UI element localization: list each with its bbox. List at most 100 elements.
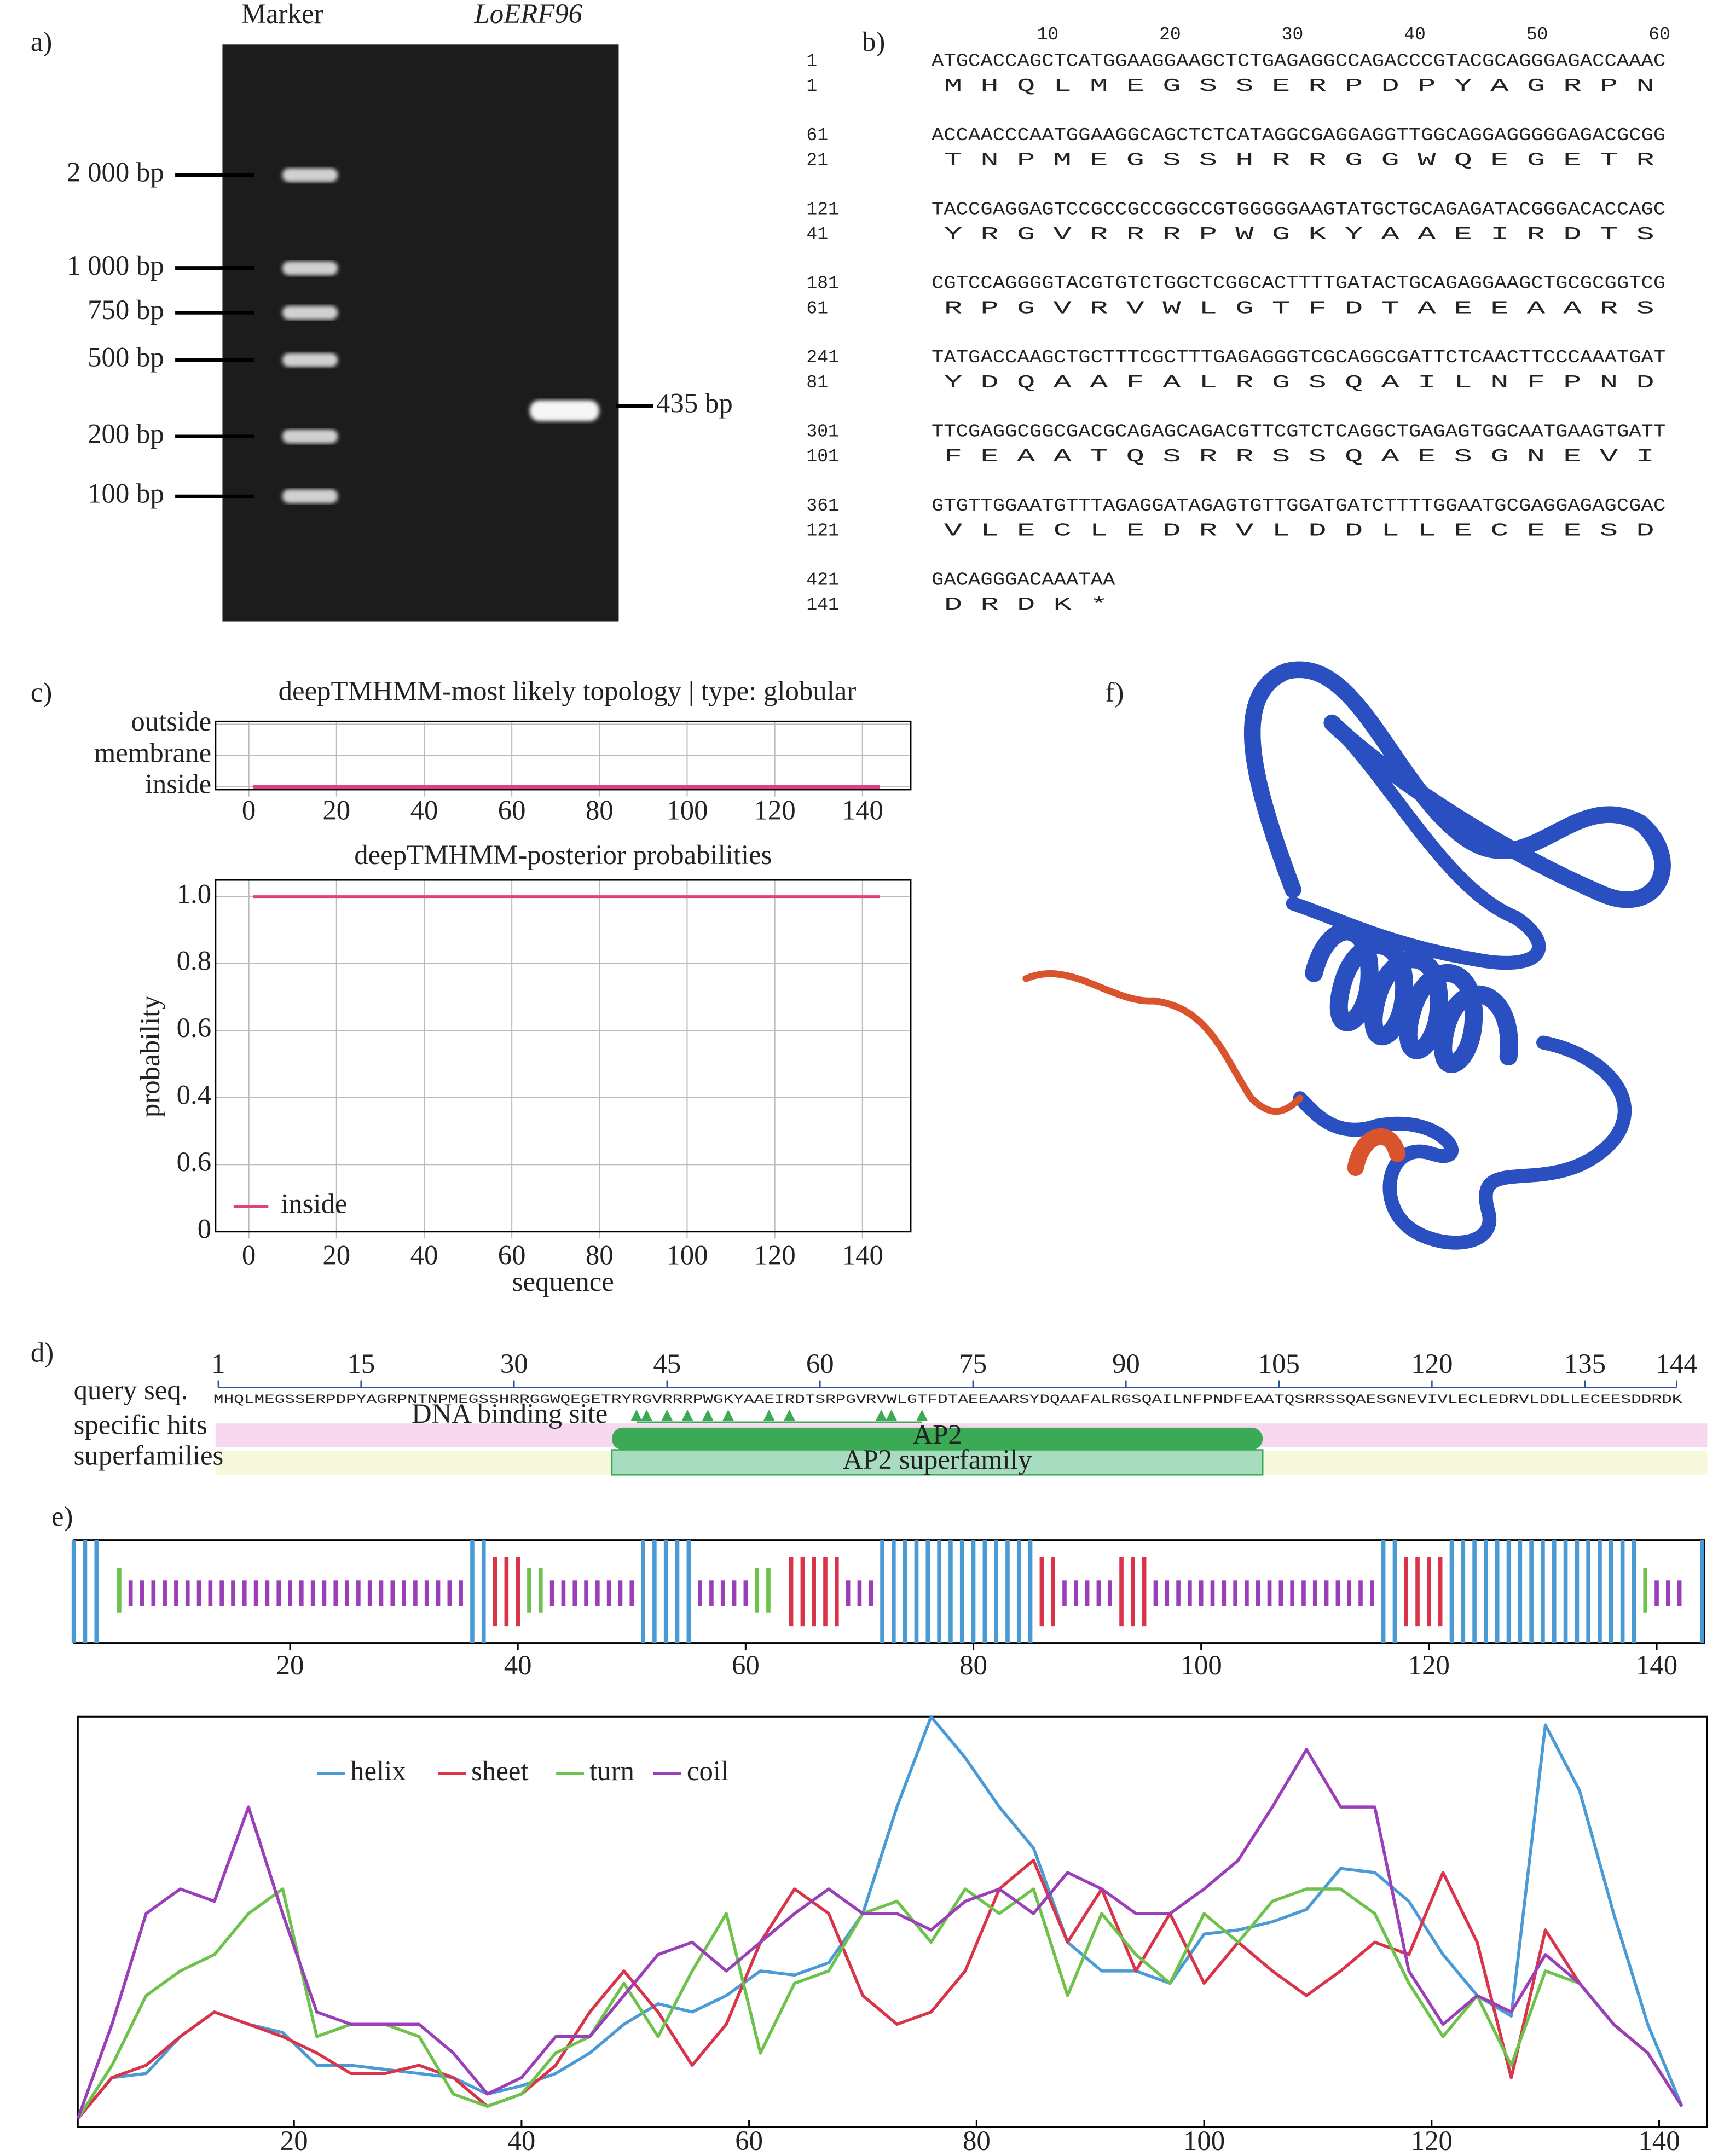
plot-frame bbox=[77, 1715, 1709, 2128]
structure-bar bbox=[1233, 1580, 1237, 1606]
structure-bar bbox=[1028, 1540, 1033, 1643]
structure-bar bbox=[1598, 1540, 1602, 1643]
legend-label: turn bbox=[589, 1755, 634, 1786]
structure-bar bbox=[595, 1580, 600, 1606]
legend-label: inside bbox=[281, 1189, 347, 1219]
marker-band bbox=[282, 353, 338, 367]
structure-bar bbox=[1472, 1540, 1477, 1643]
x-tick-label: 40 bbox=[410, 1240, 438, 1271]
lane-label: Marker bbox=[241, 0, 323, 29]
aa-sequence: V L E C L E D R V L D D L L E C E E S D bbox=[944, 521, 1654, 541]
structure-bar bbox=[1108, 1580, 1113, 1606]
structure-bar bbox=[367, 1580, 372, 1606]
ruler-label: 10 bbox=[1037, 25, 1059, 45]
structure-bar bbox=[1643, 1568, 1648, 1613]
marker-label: 1 000 bp bbox=[67, 250, 164, 281]
structure-bar bbox=[1199, 1580, 1204, 1606]
nt-sequence: ATGCACCAGCTCATGGAAGGAAGCTCTGAGAGGCCAGACC… bbox=[932, 51, 1665, 71]
binding-site bbox=[702, 1409, 714, 1421]
structure-bar bbox=[1609, 1540, 1613, 1643]
row-label: superfamilies bbox=[74, 1440, 224, 1470]
structure-bar bbox=[538, 1568, 543, 1613]
plot-frame bbox=[215, 720, 912, 791]
structure-bar bbox=[117, 1568, 122, 1613]
nt-position: 241 bbox=[806, 347, 838, 368]
panel-label: f) bbox=[1106, 677, 1124, 708]
structure-bar bbox=[265, 1580, 270, 1606]
x-tick-label: 100 bbox=[666, 1240, 708, 1271]
x-tick-label: 80 bbox=[586, 795, 614, 826]
structure-bar bbox=[1312, 1580, 1317, 1606]
aa-position: 61 bbox=[806, 298, 828, 318]
structure-bar bbox=[71, 1540, 76, 1643]
nt-sequence: TTCGAGGCGGCGACGCAGAGCAGACGTTCGTCTCAGGCTG… bbox=[932, 421, 1665, 442]
structure-bar bbox=[1142, 1557, 1147, 1627]
x-tick-label: 140 bbox=[842, 795, 883, 826]
structure-bar bbox=[732, 1580, 737, 1606]
aa-sequence: T N P M E G S S H R R G G W Q E G E T R bbox=[944, 150, 1654, 171]
ribbon-tail bbox=[1022, 970, 1304, 1115]
structure-bar bbox=[698, 1580, 702, 1606]
structure-bar bbox=[83, 1540, 88, 1643]
structure-bar bbox=[561, 1580, 566, 1606]
nt-sequence: TATGACCAAGCTGCTTTCGCTTTGAGAGGGTCGCAGGCGA… bbox=[932, 347, 1665, 368]
nt-position: 181 bbox=[806, 274, 838, 294]
chart-title: deepTMHMM-posterior probabilities bbox=[354, 839, 772, 870]
structure-bar bbox=[345, 1580, 349, 1606]
aa-position: 1 bbox=[806, 76, 817, 96]
binding-site bbox=[763, 1409, 775, 1421]
structure-bar bbox=[1484, 1540, 1488, 1643]
structure-bar bbox=[1541, 1540, 1545, 1643]
plot-frame bbox=[215, 879, 912, 1233]
structure-bar bbox=[219, 1580, 224, 1606]
probability-line bbox=[77, 1858, 1683, 2120]
query-sequence: MHQLMEGSSERPDPYAGRPNTNPMEGSSHRRGGWQEGETR… bbox=[213, 1393, 1682, 1407]
structure-bar bbox=[253, 1580, 258, 1606]
structure-bar bbox=[755, 1568, 759, 1613]
structure-bar bbox=[1039, 1557, 1044, 1627]
structure-bar bbox=[1131, 1557, 1135, 1627]
structure-bar bbox=[1495, 1540, 1500, 1643]
structure-bar bbox=[709, 1580, 714, 1606]
aa-position: 21 bbox=[806, 150, 828, 171]
nt-sequence: GTGTTGGAATGTTTAGAGGATAGAGTGTTGGATGATCTTT… bbox=[932, 496, 1665, 516]
structure-bar bbox=[1016, 1540, 1021, 1643]
structure-bar bbox=[174, 1580, 178, 1606]
x-tick-label: 60 bbox=[498, 795, 526, 826]
structure-bar bbox=[663, 1540, 668, 1643]
structure-bar bbox=[94, 1540, 99, 1643]
structure-bar bbox=[1324, 1580, 1329, 1606]
structure-bar bbox=[937, 1540, 941, 1643]
probability-line bbox=[77, 1715, 1683, 2120]
structure-bar bbox=[1404, 1557, 1409, 1627]
aa-position: 81 bbox=[806, 373, 828, 393]
structure-bar bbox=[1222, 1580, 1227, 1606]
structure-bar bbox=[140, 1580, 144, 1606]
structure-bar bbox=[527, 1568, 531, 1613]
structure-bar bbox=[196, 1580, 201, 1606]
structure-bar bbox=[516, 1557, 520, 1627]
structure-bar bbox=[1085, 1580, 1090, 1606]
structure-bar bbox=[163, 1580, 167, 1606]
x-tick-label: 40 bbox=[504, 1650, 532, 1680]
structure-bar bbox=[1347, 1580, 1352, 1606]
structure-bar bbox=[606, 1580, 611, 1606]
x-axis-label: sequence bbox=[512, 1266, 614, 1297]
structure-bar bbox=[1415, 1557, 1420, 1627]
structure-bar bbox=[1392, 1540, 1397, 1643]
structure-bar bbox=[971, 1540, 976, 1643]
structure-bar bbox=[1427, 1557, 1431, 1627]
structure-bar bbox=[379, 1580, 384, 1606]
structure-bar bbox=[1529, 1540, 1534, 1643]
ruler-label: 50 bbox=[1526, 25, 1548, 45]
x-tick-label: 120 bbox=[1408, 1650, 1450, 1680]
x-tick-label: 100 bbox=[1181, 1650, 1222, 1680]
binding-site bbox=[641, 1409, 652, 1421]
y-category-label: inside bbox=[145, 768, 211, 799]
structure-bar bbox=[208, 1580, 213, 1606]
aa-position: 41 bbox=[806, 224, 828, 245]
structure-bar bbox=[1210, 1580, 1215, 1606]
structure-bar bbox=[1677, 1580, 1682, 1606]
x-tick-label: 80 bbox=[963, 2125, 991, 2156]
structure-bar bbox=[914, 1540, 919, 1643]
